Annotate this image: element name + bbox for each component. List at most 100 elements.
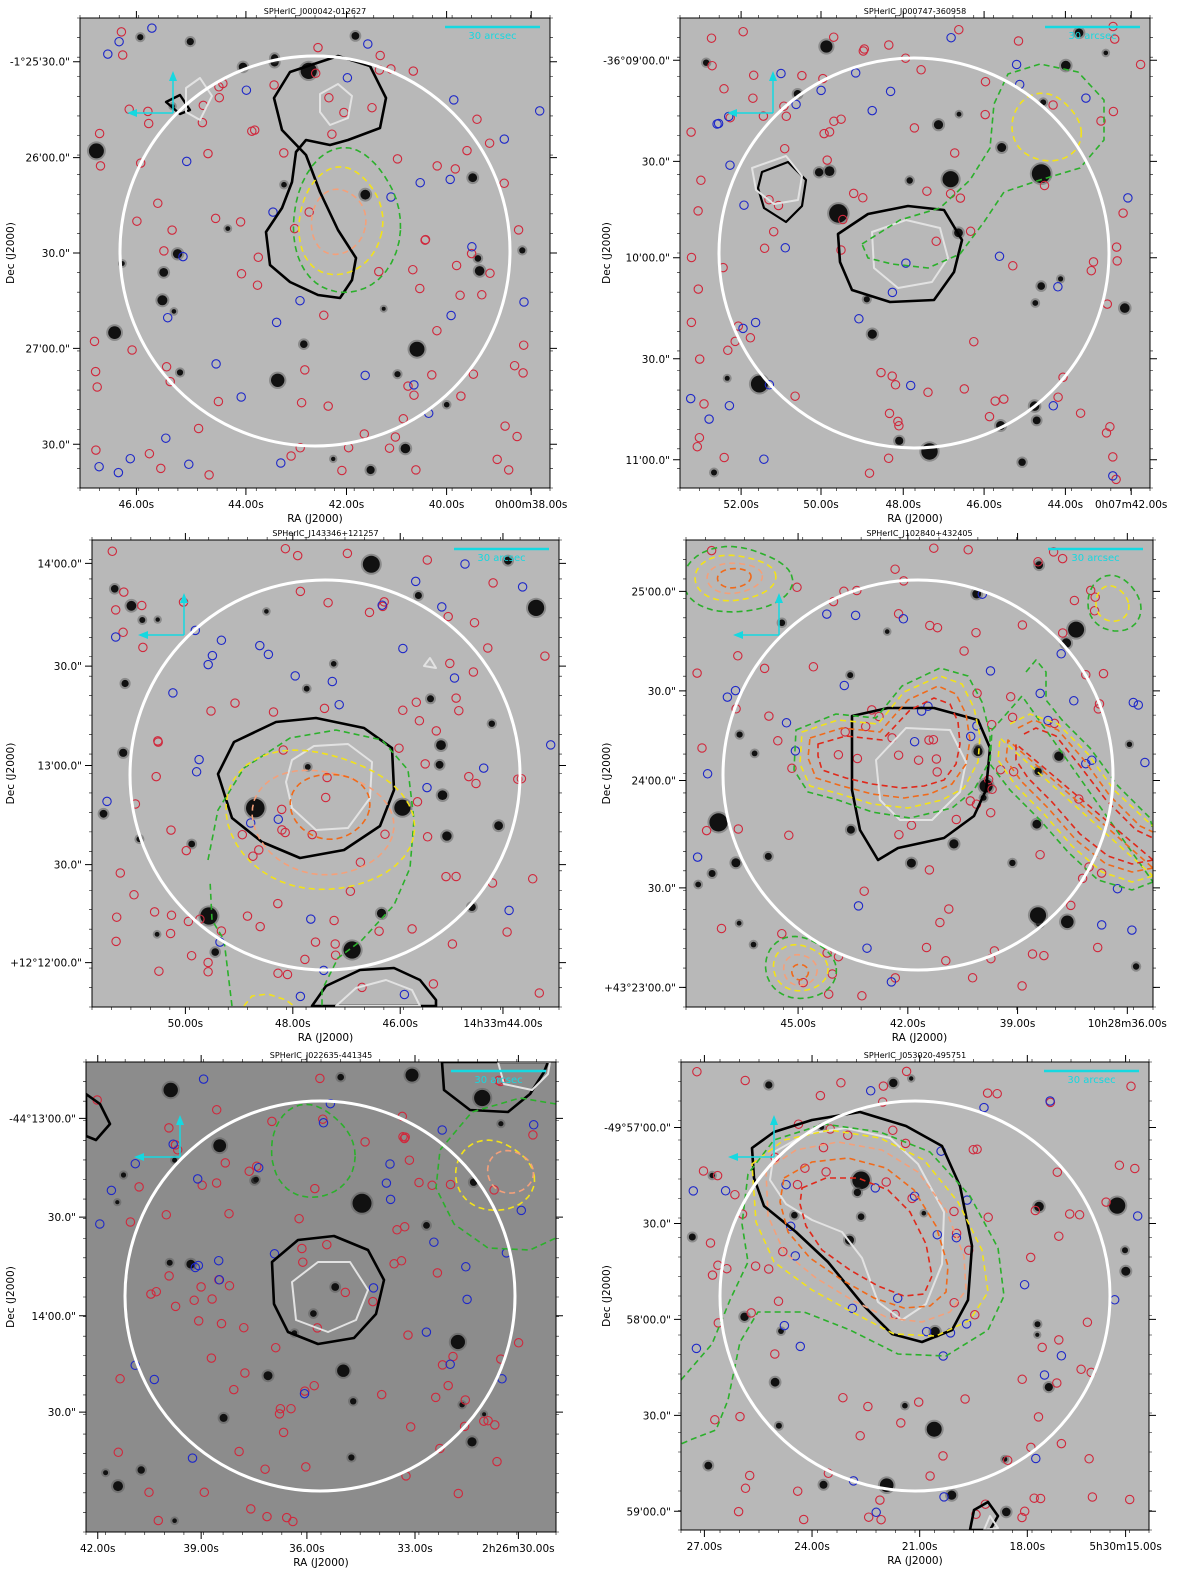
red-source-marker xyxy=(451,871,461,882)
minor-tick xyxy=(677,15,1153,491)
red-source-marker xyxy=(748,70,759,81)
minor-tick xyxy=(89,537,562,1010)
star xyxy=(303,685,310,692)
star xyxy=(474,1089,491,1107)
star xyxy=(949,839,959,849)
y-tick-label: +12°12'00.0" xyxy=(10,958,82,970)
minor-tick xyxy=(77,15,553,491)
red-source-marker xyxy=(276,804,287,815)
star xyxy=(337,1073,345,1081)
red-source-marker xyxy=(153,737,163,747)
minor-tick xyxy=(678,1059,1152,1533)
y-tick-label: 13'00.0" xyxy=(38,761,82,773)
red-source-marker xyxy=(1108,452,1118,462)
red-source-marker xyxy=(900,1138,911,1149)
red-source-marker xyxy=(307,829,317,840)
y-tick-label: 59'00.0" xyxy=(627,1506,671,1518)
blue-source-marker xyxy=(1048,401,1059,411)
red-source-marker xyxy=(469,617,480,628)
red-source-marker xyxy=(323,401,333,411)
x-tick-label: 0h07m42.00s xyxy=(1095,499,1167,511)
minor-tick xyxy=(678,1059,1152,1533)
red-source-marker xyxy=(1092,942,1103,953)
red-source-marker xyxy=(913,1397,924,1407)
red-source-marker xyxy=(342,548,353,559)
red-source-marker xyxy=(1109,34,1120,44)
red-source-marker xyxy=(822,155,832,165)
star xyxy=(942,171,959,188)
red-source-marker xyxy=(1007,712,1018,723)
y-tick-label: 58'00.0" xyxy=(627,1314,671,1326)
minor-tick xyxy=(678,1059,1152,1533)
star xyxy=(343,941,361,959)
red-source-marker xyxy=(166,825,176,835)
contour-salmon-dashed xyxy=(706,562,764,595)
x-tick-label: 39.00s xyxy=(183,1543,219,1555)
contour-white xyxy=(497,1062,551,1091)
red-source-marker xyxy=(322,772,332,783)
red-source-marker xyxy=(300,954,310,965)
red-source-marker xyxy=(1052,1167,1063,1177)
star xyxy=(750,375,768,393)
star xyxy=(933,120,944,130)
x-axis-label: RA (J2000) xyxy=(287,513,342,525)
red-source-marker xyxy=(692,1066,702,1077)
blue-source-marker xyxy=(516,1205,527,1216)
east-arrow-icon xyxy=(727,109,737,117)
red-source-marker xyxy=(313,42,323,53)
search-radius-circle xyxy=(717,56,1111,450)
star xyxy=(867,329,877,339)
y-tick-label: 30.0" xyxy=(642,354,670,366)
minor-tick xyxy=(83,1059,559,1535)
red-source-marker xyxy=(453,1488,464,1499)
red-source-marker xyxy=(738,26,748,37)
minor-tick xyxy=(677,15,1153,491)
x-tick-label: 24.00s xyxy=(794,1541,830,1553)
red-source-marker xyxy=(707,1270,718,1280)
star xyxy=(155,617,160,622)
star xyxy=(921,1210,927,1216)
star xyxy=(688,1233,696,1241)
blue-source-marker xyxy=(325,1098,336,1109)
minor-tick xyxy=(677,15,1153,491)
minor-tick xyxy=(678,1059,1152,1533)
star xyxy=(120,1172,127,1178)
red-source-marker xyxy=(949,148,960,158)
contour-yellow-dashed xyxy=(1011,92,1083,162)
red-source-marker xyxy=(189,1295,199,1306)
red-source-marker xyxy=(399,1133,410,1144)
blue-source-marker xyxy=(722,692,733,702)
red-source-marker xyxy=(151,1286,162,1297)
red-source-marker xyxy=(153,198,163,209)
blue-source-marker xyxy=(168,688,178,698)
red-source-marker xyxy=(224,1281,235,1291)
red-source-marker xyxy=(408,264,418,275)
minor-tick xyxy=(677,15,1153,491)
red-source-marker xyxy=(941,956,951,966)
image-content: 30 arcsec xyxy=(686,543,1153,1001)
contour-green-dashed xyxy=(1087,574,1142,632)
star xyxy=(188,840,196,848)
star xyxy=(519,247,526,254)
blue-source-marker xyxy=(460,559,470,569)
contour-salmon-dashed xyxy=(782,953,818,987)
red-source-marker xyxy=(764,711,774,721)
x-tick-label: 21.00s xyxy=(902,1541,938,1553)
red-source-marker xyxy=(984,411,995,422)
red-source-marker xyxy=(319,310,329,321)
red-source-marker xyxy=(686,317,697,328)
red-source-marker xyxy=(502,927,512,937)
red-source-marker xyxy=(254,845,264,855)
red-source-marker xyxy=(488,578,498,588)
star xyxy=(110,585,119,593)
red-source-marker xyxy=(304,207,314,217)
minor-tick xyxy=(678,1059,1152,1533)
contour-orange-dashed xyxy=(807,685,971,799)
contour-black xyxy=(968,1500,1000,1530)
minor-tick xyxy=(77,15,553,491)
red-source-marker xyxy=(744,1470,755,1481)
red-source-marker xyxy=(1114,1160,1125,1171)
red-source-marker xyxy=(863,1401,873,1412)
contour-white xyxy=(871,219,949,289)
